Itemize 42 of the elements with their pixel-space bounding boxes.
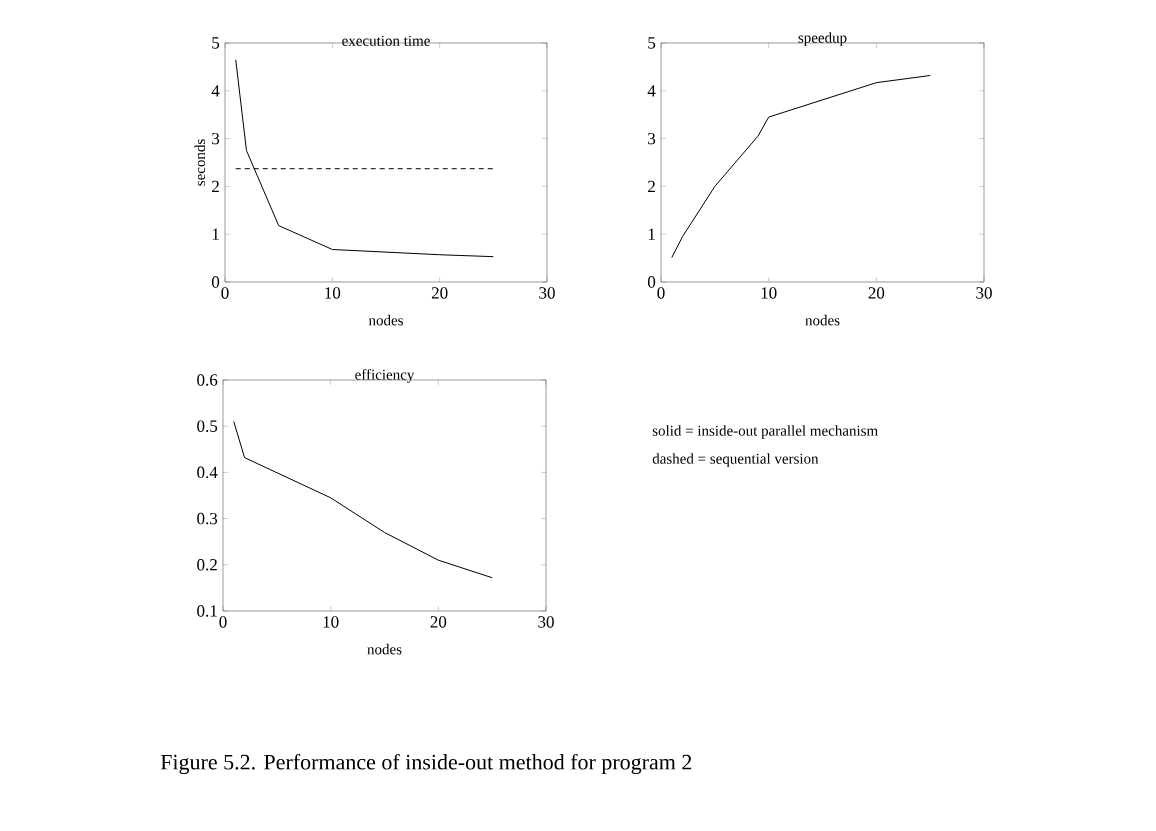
- x-tick-label: 10: [325, 287, 341, 299]
- y-tick-label: 4: [647, 85, 656, 97]
- x-axis-title: nodes: [805, 314, 840, 326]
- y-tick-label: 0.3: [197, 512, 218, 525]
- y-tick-label: 0.6: [197, 374, 218, 386]
- y-axis-title: seconds: [194, 139, 206, 186]
- y-tick-label: 0.2: [197, 559, 217, 571]
- y-tick-label: 0: [211, 276, 220, 288]
- x-axis-title: nodes: [368, 314, 403, 326]
- chart-title: execution time: [342, 35, 430, 46]
- caption: Figure 5.2. Performance of inside-out method for program 2: [160, 753, 692, 775]
- x-tick-label: 10: [761, 287, 777, 299]
- y-tick-label: 0.1: [197, 605, 217, 617]
- x-axis-title: nodes: [367, 643, 402, 655]
- y-tick-label: 2: [212, 180, 219, 193]
- text: dashed = sequential version: [652, 453, 819, 467]
- text: solid = inside-out parallel mechanism: [652, 425, 878, 439]
- x-tick-label: 20: [868, 287, 885, 299]
- line-series: [671, 75, 931, 259]
- x-tick-label: 30: [538, 616, 554, 628]
- chart-title: efficiency: [355, 369, 415, 383]
- x-tick-label: 20: [430, 616, 447, 628]
- y-tick-label: 1: [648, 228, 655, 240]
- y-tick-label: 1: [212, 228, 219, 240]
- y-tick-label: 4: [211, 85, 220, 97]
- y-tick-label: 0.5: [197, 420, 218, 432]
- y-tick-label: 2: [648, 180, 655, 193]
- line-series: [235, 59, 494, 258]
- x-tick-label: 0: [221, 287, 229, 299]
- y-tick-label: 0.4: [197, 466, 218, 479]
- x-tick-label: 30: [976, 287, 992, 299]
- line-series: [233, 421, 493, 579]
- y-tick-label: 3: [648, 132, 656, 145]
- x-tick-label: 30: [539, 287, 555, 299]
- x-tick-label: 10: [323, 616, 339, 628]
- x-tick-label: 0: [657, 287, 665, 299]
- x-tick-label: 20: [431, 287, 448, 299]
- y-tick-label: 3: [212, 132, 220, 145]
- y-tick-label: 5: [648, 37, 656, 49]
- y-tick-label: 0: [647, 276, 656, 288]
- y-tick-label: 5: [212, 37, 220, 49]
- chart-title: speedup: [798, 32, 847, 46]
